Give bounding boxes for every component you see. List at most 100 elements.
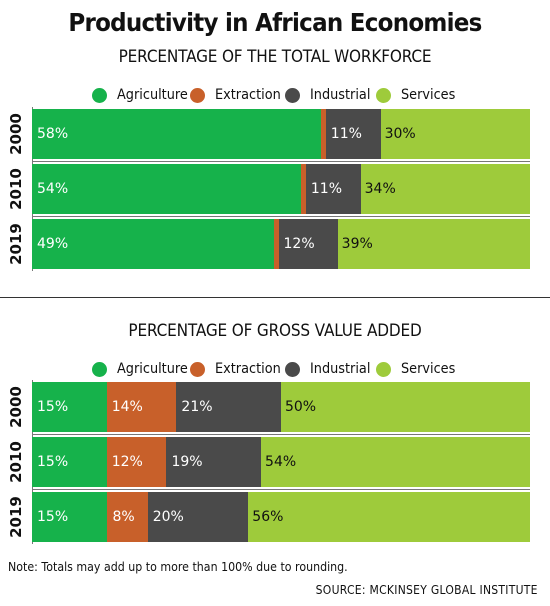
data-label-extraction: 14% [111,399,143,415]
legend-swatch-services [376,361,391,377]
bar-segment-services: 56% [248,492,530,542]
panel-title-gva: PERCENTAGE OF GROSS VALUE ADDED [128,321,422,341]
year-label: 2000 [0,109,32,159]
year-label-text: 2010 [7,441,25,483]
row-separator [32,489,530,490]
bar-segment-industrial: 12% [278,219,338,269]
bar-segment-services: 30% [380,109,530,159]
data-label-services: 50% [284,399,317,415]
data-label-services: 39% [341,236,373,252]
year-label-text: 2000 [7,386,25,428]
legend-label-industrial: Industrial [310,87,371,103]
legend-item-agriculture: Agriculture [92,85,194,105]
panel-title-workforce: PERCENTAGE OF THE TOTAL WORKFORCE [118,47,432,67]
row-separator [32,161,530,162]
year-label: 2019 [0,219,32,269]
data-label-agriculture: 58% [37,126,69,142]
year-label: 2019 [0,492,32,542]
legend-workforce: Agriculture Extraction Industrial Services [0,85,550,105]
bar-segment-services: 50% [280,382,530,432]
bar-segment-extraction: 12% [106,437,167,487]
bar-segment-extraction [300,164,306,214]
bar-segment-industrial: 11% [325,109,381,159]
data-label-services: 54% [265,454,297,470]
bar-segment-services: 39% [337,219,530,269]
year-label: 2000 [0,382,32,432]
bar-row-2010: 2010 15% 12% 19% 54% [0,437,550,487]
bar-segment-industrial: 11% [305,164,361,214]
legend-swatch-industrial [285,361,300,377]
legend-item-extraction: Extraction [190,85,286,105]
year-label-text: 2000 [7,113,25,155]
stacked-bar: 15% 12% 19% 54% [32,437,530,487]
bar-row-2000: 2000 58% 11% 30% [0,109,550,159]
bar-segment-agriculture: 58% [32,109,321,159]
bar-segment-agriculture: 15% [32,492,108,542]
bar-segment-services: 54% [261,437,530,487]
legend-swatch-services [376,87,391,103]
row-separator [32,216,530,217]
data-label-services: 56% [252,509,284,525]
legend-item-industrial: Industrial [285,359,376,379]
bar-segment-extraction: 8% [107,492,148,542]
bar-row-2019: 2019 15% 8% 20% 56% [0,492,550,542]
bar-segment-industrial: 19% [166,437,262,487]
section-divider [0,297,550,298]
legend-gva: Agriculture Extraction Industrial Services [0,359,550,379]
data-label-agriculture: 54% [37,181,69,197]
data-label-agriculture: 15% [37,399,69,415]
bar-row-2000: 2000 15% 14% 21% 50% [0,382,550,432]
legend-item-industrial: Industrial [285,85,376,105]
data-label-agriculture: 49% [37,236,69,252]
footnote: Note: Totals may add up to more than 100… [8,560,348,574]
legend-label-services: Services [401,87,456,103]
legend-label-agriculture: Agriculture [117,87,188,103]
bar-segment-industrial: 20% [147,492,249,542]
legend-swatch-agriculture [92,87,107,103]
bar-segment-extraction [320,109,326,159]
year-label-text: 2019 [7,496,25,538]
data-label-industrial: 21% [181,399,213,415]
data-label-industrial: 12% [283,236,315,252]
data-label-agriculture: 15% [37,509,69,525]
row-separator [32,434,530,435]
data-label-industrial: 19% [171,454,203,470]
legend-label-extraction: Extraction [215,361,281,377]
legend-item-extraction: Extraction [190,359,286,379]
data-label-services: 34% [364,181,396,197]
data-label-services: 30% [384,126,416,142]
legend-swatch-agriculture [92,361,107,377]
year-label: 2010 [0,164,32,214]
data-label-agriculture: 15% [37,454,69,470]
bar-row-2010: 2010 54% 11% 34% [0,164,550,214]
data-label-extraction: 8% [112,509,135,525]
chart-title: Productivity in African Economies [68,8,482,37]
legend-item-services: Services [376,85,460,105]
bar-segment-agriculture: 15% [32,437,107,487]
source-credit: SOURCE: MCKINSEY GLOBAL INSTITUTE [315,583,538,597]
bar-segment-extraction [273,219,279,269]
bar-segment-services: 34% [360,164,530,214]
data-label-extraction: 12% [111,454,143,470]
legend-label-industrial: Industrial [310,361,371,377]
bar-row-2019: 2019 49% 12% 39% [0,219,550,269]
bar-segment-agriculture: 15% [32,382,107,432]
data-label-industrial: 11% [310,181,342,197]
legend-label-agriculture: Agriculture [117,361,188,377]
stacked-bar: 49% 12% 39% [32,219,530,269]
bar-segment-extraction: 14% [106,382,177,432]
stacked-bar: 58% 11% 30% [32,109,530,159]
data-label-industrial: 20% [152,509,184,525]
data-label-industrial: 11% [330,126,362,142]
bar-segment-industrial: 21% [176,382,281,432]
bar-segment-agriculture: 49% [32,219,274,269]
year-label-text: 2010 [7,168,25,210]
stacked-bar: 15% 8% 20% 56% [32,492,530,542]
legend-swatch-extraction [190,87,205,103]
year-label: 2010 [0,437,32,487]
bar-segment-agriculture: 54% [32,164,301,214]
stacked-bar: 15% 14% 21% 50% [32,382,530,432]
legend-label-extraction: Extraction [215,87,281,103]
legend-swatch-extraction [190,361,205,377]
stacked-bar: 54% 11% 34% [32,164,530,214]
